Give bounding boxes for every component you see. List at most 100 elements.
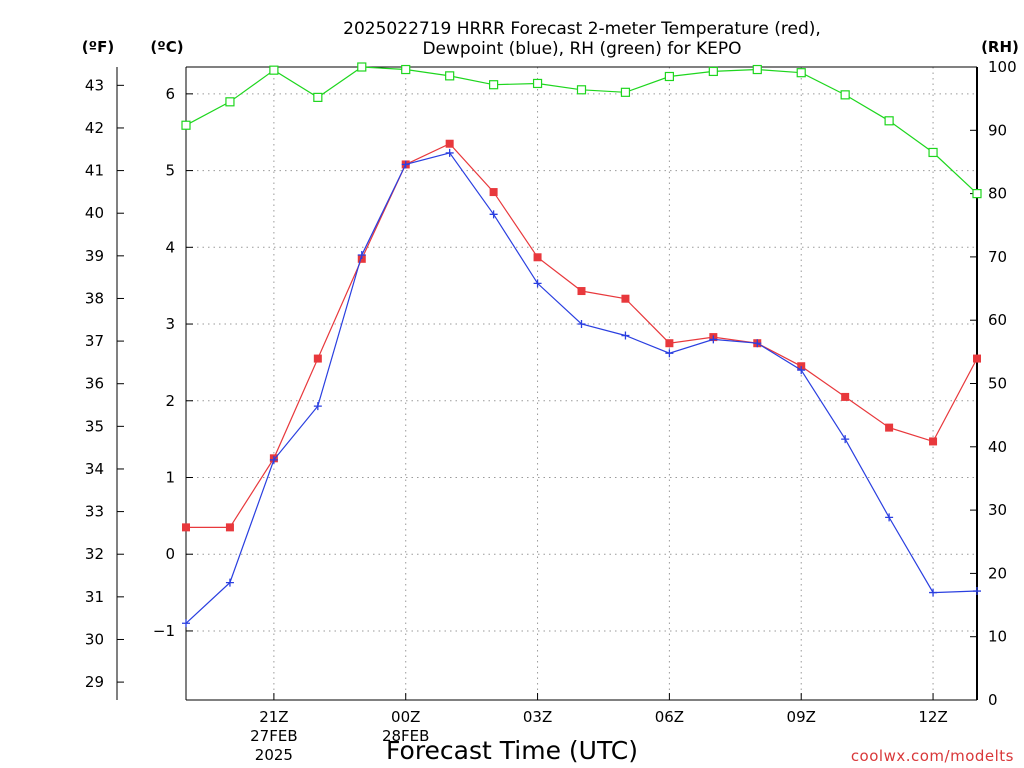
x-tick-date-label: 28FEB <box>382 727 429 745</box>
dewpoint-point <box>621 331 630 340</box>
temperature-point <box>182 523 190 532</box>
rh-point <box>928 147 938 158</box>
fahrenheit-tick-label: 38 <box>85 289 104 307</box>
x-tick-label: 09Z <box>787 708 816 726</box>
rh-point <box>225 97 235 107</box>
rh-point <box>796 68 806 78</box>
rh-tick-label: 60 <box>988 311 1007 329</box>
rh-tick-label: 40 <box>988 438 1007 456</box>
celsius-tick-label: 1 <box>165 468 175 486</box>
rh-tick-label: 90 <box>988 121 1007 139</box>
rh-point <box>884 116 894 126</box>
rh-point <box>357 62 367 72</box>
temperature-point <box>533 253 542 262</box>
dewpoint-point <box>182 619 190 628</box>
celsius-tick-label: 4 <box>165 238 175 256</box>
rh-axis-unit: (RH) <box>981 38 1019 56</box>
fahrenheit-tick-label: 32 <box>85 545 104 563</box>
rh-point <box>445 71 455 81</box>
rh-tick-label: 50 <box>988 375 1007 393</box>
temperature-point <box>973 354 981 363</box>
fahrenheit-tick-label: 36 <box>85 375 104 393</box>
grid-lines <box>186 67 977 700</box>
rh-point <box>532 78 543 89</box>
temperature-point <box>841 392 850 401</box>
dewpoint-point <box>533 279 542 288</box>
temperature-point <box>577 287 586 296</box>
temperature-point <box>313 354 322 363</box>
dewpoint-point <box>797 366 806 375</box>
rh-point <box>269 65 279 75</box>
celsius-tick-label: 0 <box>165 545 175 563</box>
x-tick-year-label: 2025 <box>255 746 293 764</box>
rh-tick-label: 0 <box>988 691 998 709</box>
credit-link[interactable]: coolwx.com/modelts <box>851 747 1014 765</box>
x-tick-label: 21Z <box>259 708 288 726</box>
fahrenheit-tick-label: 35 <box>85 417 104 435</box>
rh-tick-label: 70 <box>988 248 1007 266</box>
x-tick-label: 00Z <box>391 708 420 726</box>
dewpoint-point <box>885 513 894 522</box>
fahrenheit-axis: 29 30 31 32 33 34 35 36 37 38 39 40 41 42 43 <box>85 76 124 691</box>
rh-tick-label: 80 <box>988 185 1007 203</box>
chart-title-line1: 2025022719 HRRR Forecast 2-meter Tempera… <box>343 19 821 39</box>
fahrenheit-tick-label: 34 <box>85 460 104 478</box>
dewpoint-series <box>182 148 981 628</box>
chart-title-line2: Dewpoint (blue), RH (green) for KEPO <box>422 39 741 59</box>
dewpoint-point <box>269 455 278 464</box>
rh-point <box>401 64 411 75</box>
temperature-point <box>445 139 454 148</box>
temperature-point <box>225 523 234 532</box>
dewpoint-point <box>973 587 981 596</box>
rh-point <box>313 92 323 102</box>
dewpoint-point <box>577 320 586 329</box>
rh-point <box>972 189 982 199</box>
fahrenheit-tick-label: 39 <box>85 247 104 265</box>
x-tick-date-label: 27FEB <box>250 727 297 745</box>
fahrenheit-tick-label: 42 <box>85 119 104 137</box>
dewpoint-point <box>313 402 322 411</box>
dewpoint-point <box>357 250 366 259</box>
celsius-tick-label: 3 <box>165 315 175 333</box>
fahrenheit-tick-label: 43 <box>85 76 104 94</box>
temperature-series <box>182 139 981 532</box>
fahrenheit-axis-unit: (ºF) <box>82 38 114 56</box>
x-tick-label: 12Z <box>918 708 947 726</box>
axes <box>116 66 978 701</box>
rh-tick-label: 100 <box>988 58 1017 76</box>
fahrenheit-tick-label: 30 <box>85 630 104 648</box>
fahrenheit-tick-label: 40 <box>85 204 104 222</box>
rh-point <box>620 87 631 97</box>
celsius-axis: −1 0 1 2 3 4 5 6 <box>153 85 193 640</box>
celsius-tick-label: 5 <box>165 162 175 180</box>
fahrenheit-tick-label: 37 <box>85 332 104 350</box>
series-layer <box>181 62 982 628</box>
rh-tick-label: 20 <box>988 564 1007 582</box>
temperature-point <box>621 294 630 303</box>
celsius-tick-label: 6 <box>165 85 175 103</box>
fahrenheit-tick-label: 31 <box>85 588 104 606</box>
rh-point <box>708 66 718 77</box>
x-tick-label: 06Z <box>655 708 684 726</box>
dewpoint-point <box>753 339 762 348</box>
dewpoint-point <box>225 578 234 587</box>
rh-series <box>181 62 982 199</box>
x-tick-label: 03Z <box>523 708 552 726</box>
dewpoint-point <box>445 148 454 157</box>
dewpoint-point <box>401 160 410 169</box>
dewpoint-point <box>929 588 938 597</box>
rh-axis: 0 10 20 30 40 50 60 70 80 90 100 <box>970 58 1017 709</box>
dewpoint-point <box>709 335 718 344</box>
rh-point <box>752 64 762 75</box>
celsius-tick-label: 2 <box>165 392 175 410</box>
rh-point <box>664 71 674 82</box>
rh-point <box>181 120 191 130</box>
rh-tick-label: 10 <box>988 628 1007 646</box>
temperature-line <box>186 142 978 529</box>
fahrenheit-tick-label: 29 <box>85 673 104 691</box>
title-block: 2025022719 HRRR Forecast 2-meter Tempera… <box>343 19 821 59</box>
celsius-axis-unit: (ºC) <box>150 38 183 56</box>
dewpoint-point <box>665 349 674 358</box>
